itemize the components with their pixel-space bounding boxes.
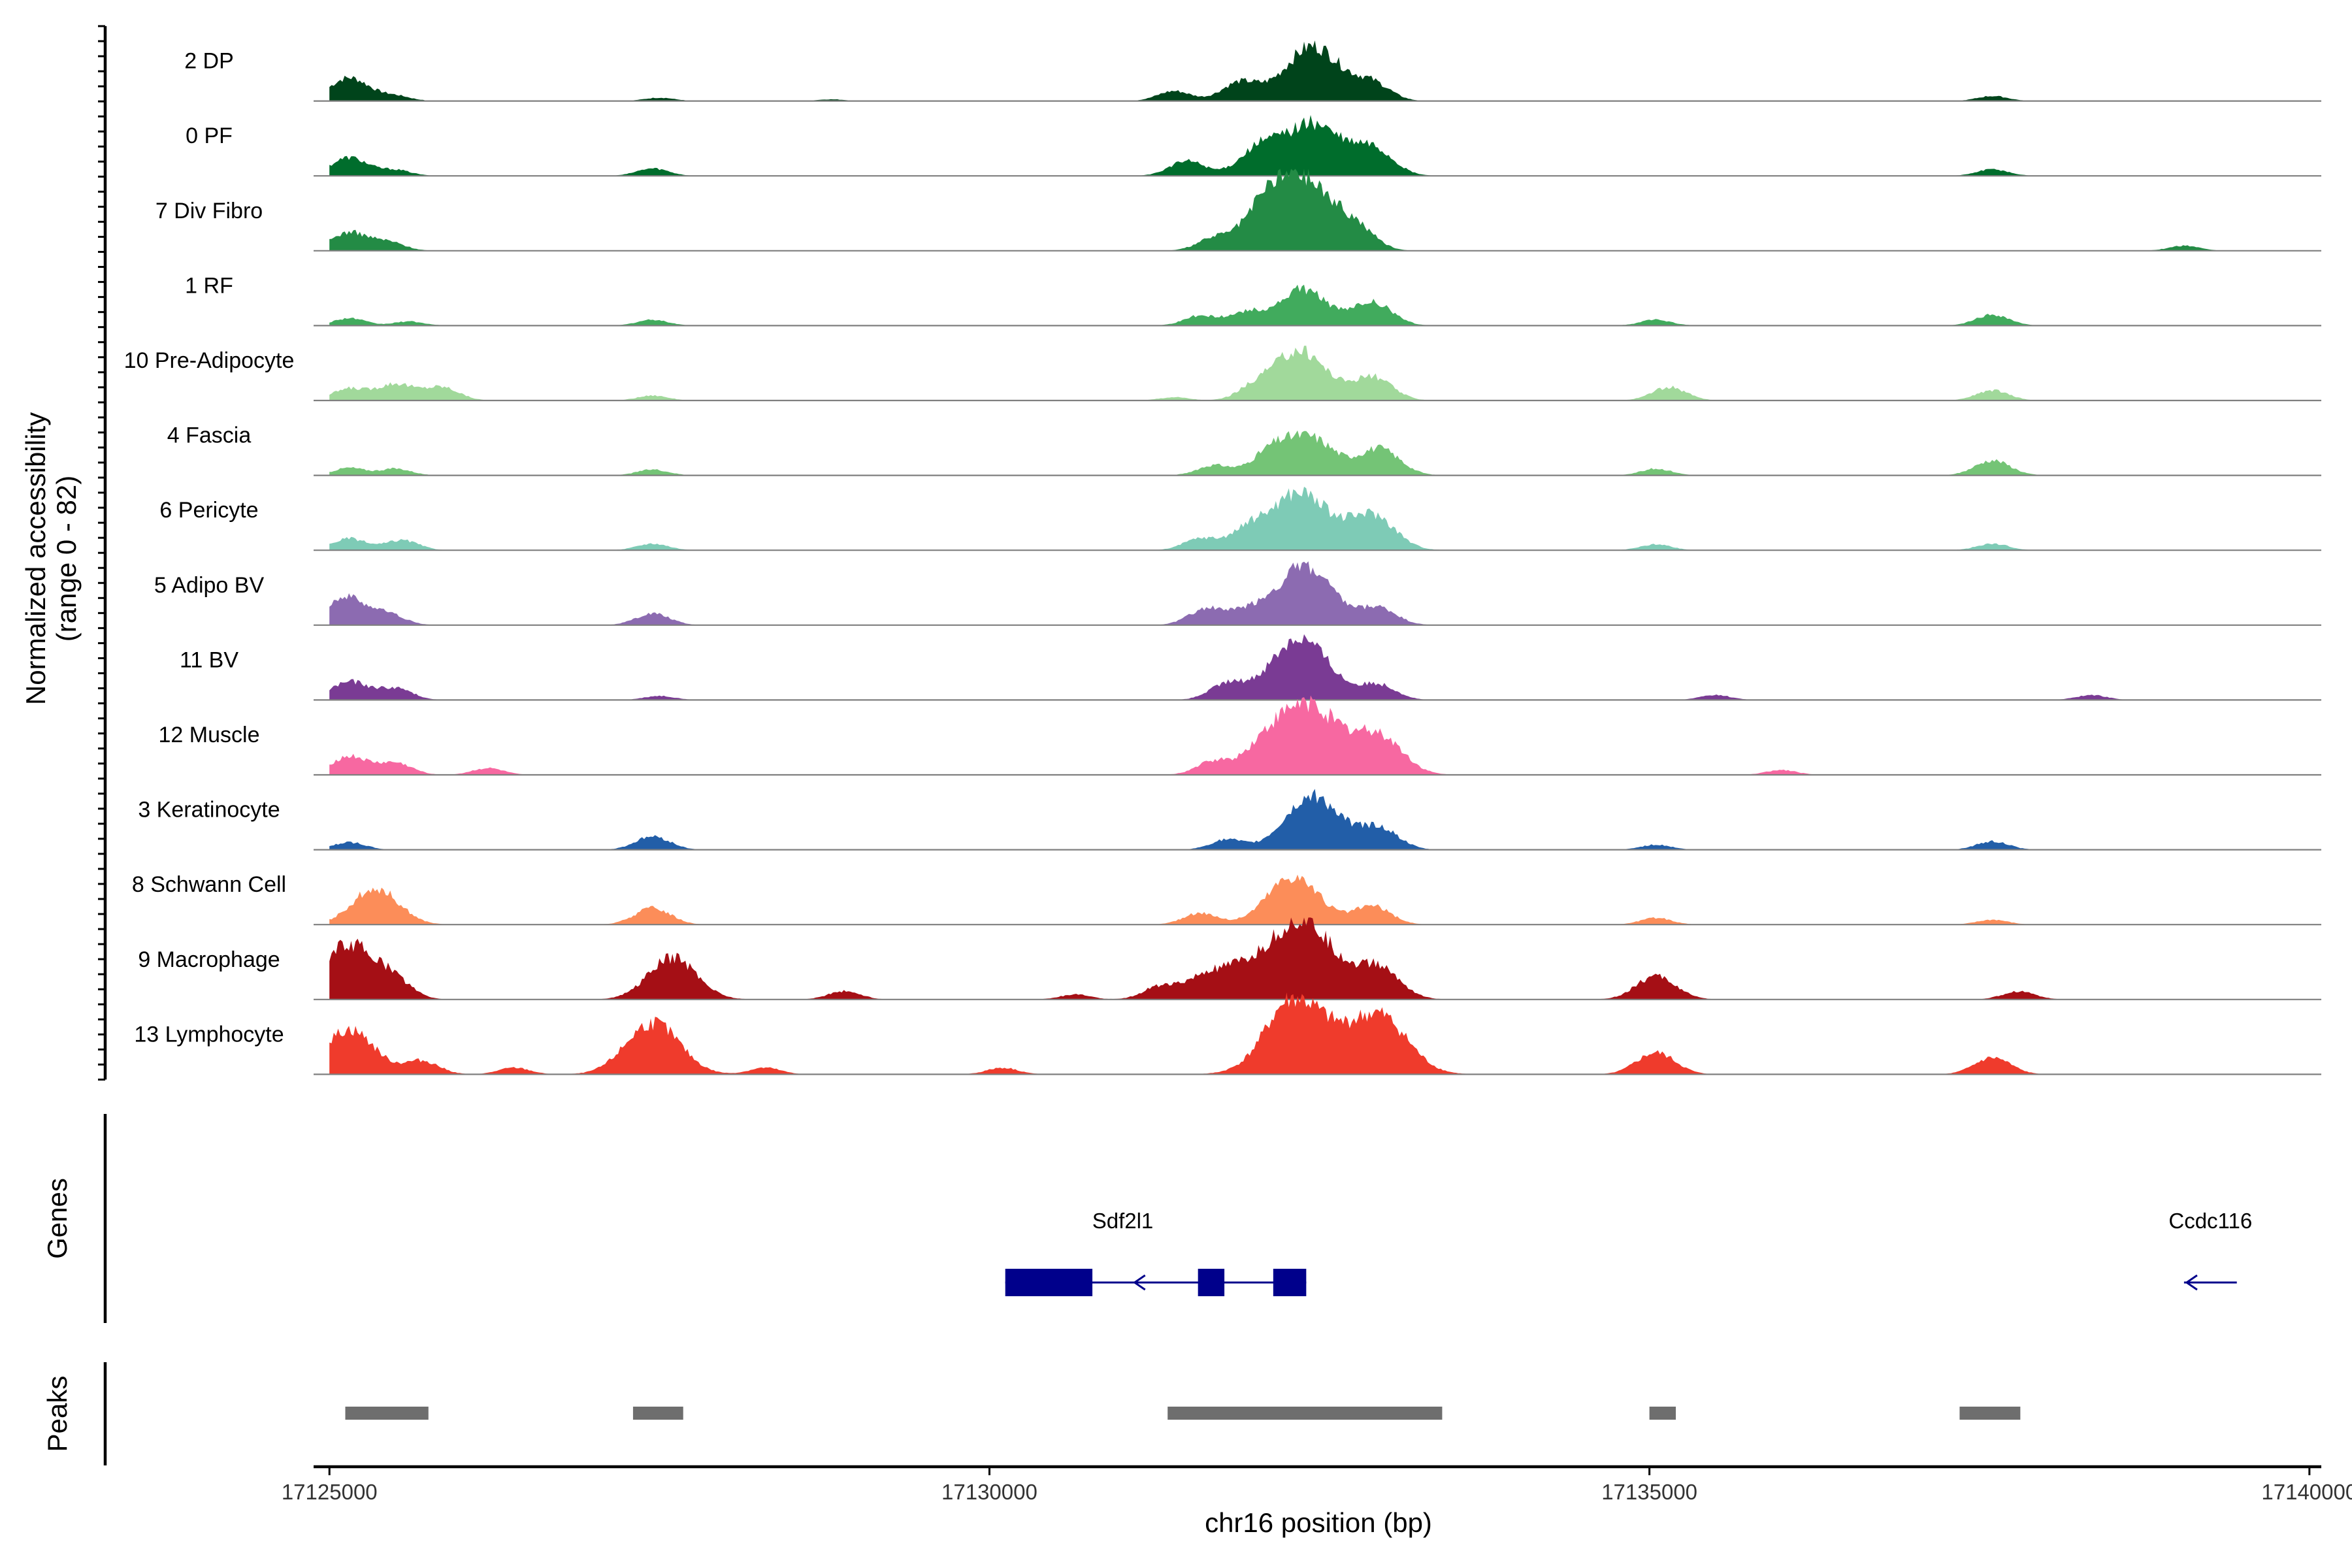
track-14: 13 Lymphocyte (134, 992, 2321, 1075)
coverage-area-12 (329, 874, 2283, 925)
coverage-area-5 (329, 346, 2283, 400)
peak-region (1168, 1407, 1443, 1420)
x-tick-label: 17130000 (941, 1480, 1037, 1504)
track-11: 3 Keratinocyte (138, 789, 2321, 851)
track-8: 5 Adipo BV (154, 561, 2321, 626)
gene-exon (1198, 1269, 1225, 1296)
track-label: 4 Fascia (167, 423, 252, 448)
gene-exon (1273, 1269, 1307, 1296)
coverage-area-14 (329, 992, 2283, 1075)
coverage-area-9 (329, 634, 2283, 700)
track-label: 12 Muscle (159, 723, 260, 747)
gene-ccdc116: Ccdc116 (2168, 1209, 2252, 1291)
coverage-area-2 (329, 115, 2283, 176)
coverage-area-13 (329, 917, 2283, 1000)
gene-label: Ccdc116 (2168, 1209, 2252, 1233)
coverage-area-7 (329, 487, 2283, 551)
track-6: 4 Fascia (167, 423, 2321, 476)
track-label: 3 Keratinocyte (138, 798, 280, 823)
x-tick-label: 17135000 (1601, 1480, 1697, 1504)
track-1: 2 DP (184, 40, 2321, 102)
gene-label: Sdf2l1 (1092, 1209, 1154, 1233)
y-axis-range-label: (range 0 - 82) (51, 476, 82, 642)
track-label: 9 Macrophage (138, 947, 280, 972)
track-label: 13 Lymphocyte (134, 1022, 284, 1047)
gene-exon (1005, 1269, 1093, 1296)
coverage-area-3 (329, 169, 2283, 251)
track-2: 0 PF (186, 115, 2321, 177)
peak-region (1649, 1407, 1676, 1420)
track-10: 12 Muscle (159, 695, 2321, 776)
track-label: 10 Pre-Adipocyte (124, 348, 295, 373)
coverage-area-10 (329, 695, 2283, 775)
track-13: 9 Macrophage (138, 917, 2321, 1000)
x-axis-title: chr16 position (bp) (1205, 1507, 1432, 1538)
track-label: 7 Div Fibro (155, 199, 263, 223)
track-label: 6 Pericyte (159, 498, 258, 523)
track-9: 11 BV (180, 634, 2321, 701)
track-5: 10 Pre-Adipocyte (124, 346, 2321, 402)
track-3: 7 Div Fibro (155, 169, 2321, 252)
peak-region (345, 1407, 429, 1420)
track-12: 8 Schwann Cell (132, 872, 2321, 926)
coverage-area-8 (329, 561, 2283, 625)
track-4: 1 RF (185, 273, 2321, 327)
peaks-panel-title: Peaks (42, 1376, 73, 1452)
x-axis: 17125000 17130000 17135000 17140000 (282, 1465, 2352, 1504)
track-label: 0 PF (186, 123, 233, 148)
track-7: 6 Pericyte (159, 487, 2321, 551)
genes-panel: Genes Sdf2l1 Ccdc116 (42, 1114, 2252, 1323)
strand-arrow-icon (1133, 1274, 1146, 1291)
coverage-tracks: 2 DP 0 PF 7 Div Fibro 1 RF 10 Pre-Adipocyte 4… (124, 40, 2321, 1075)
track-label: 11 BV (180, 647, 238, 672)
track-label: 2 DP (184, 49, 234, 74)
track-label: 5 Adipo BV (154, 573, 265, 598)
coverage-area-6 (329, 430, 2283, 476)
peak-region (632, 1407, 683, 1420)
track-label: 1 RF (185, 273, 233, 298)
y-axis-title: Normalized accessibility (20, 412, 51, 705)
coverage-area-1 (329, 40, 2283, 101)
track-label: 8 Schwann Cell (132, 872, 286, 897)
peak-region (1959, 1407, 2021, 1420)
accessibility-y-axis (98, 25, 107, 1081)
x-tick-label: 17140000 (2261, 1480, 2352, 1504)
strand-arrow-icon (2185, 1274, 2198, 1291)
gene-sdf2l1: Sdf2l1 (1005, 1209, 1307, 1296)
coverage-area-11 (329, 789, 2283, 850)
peaks-panel: Peaks (42, 1362, 2021, 1465)
coverage-area-4 (329, 284, 2283, 326)
genes-panel-title: Genes (42, 1178, 73, 1259)
x-tick-label: 17125000 (282, 1480, 378, 1504)
